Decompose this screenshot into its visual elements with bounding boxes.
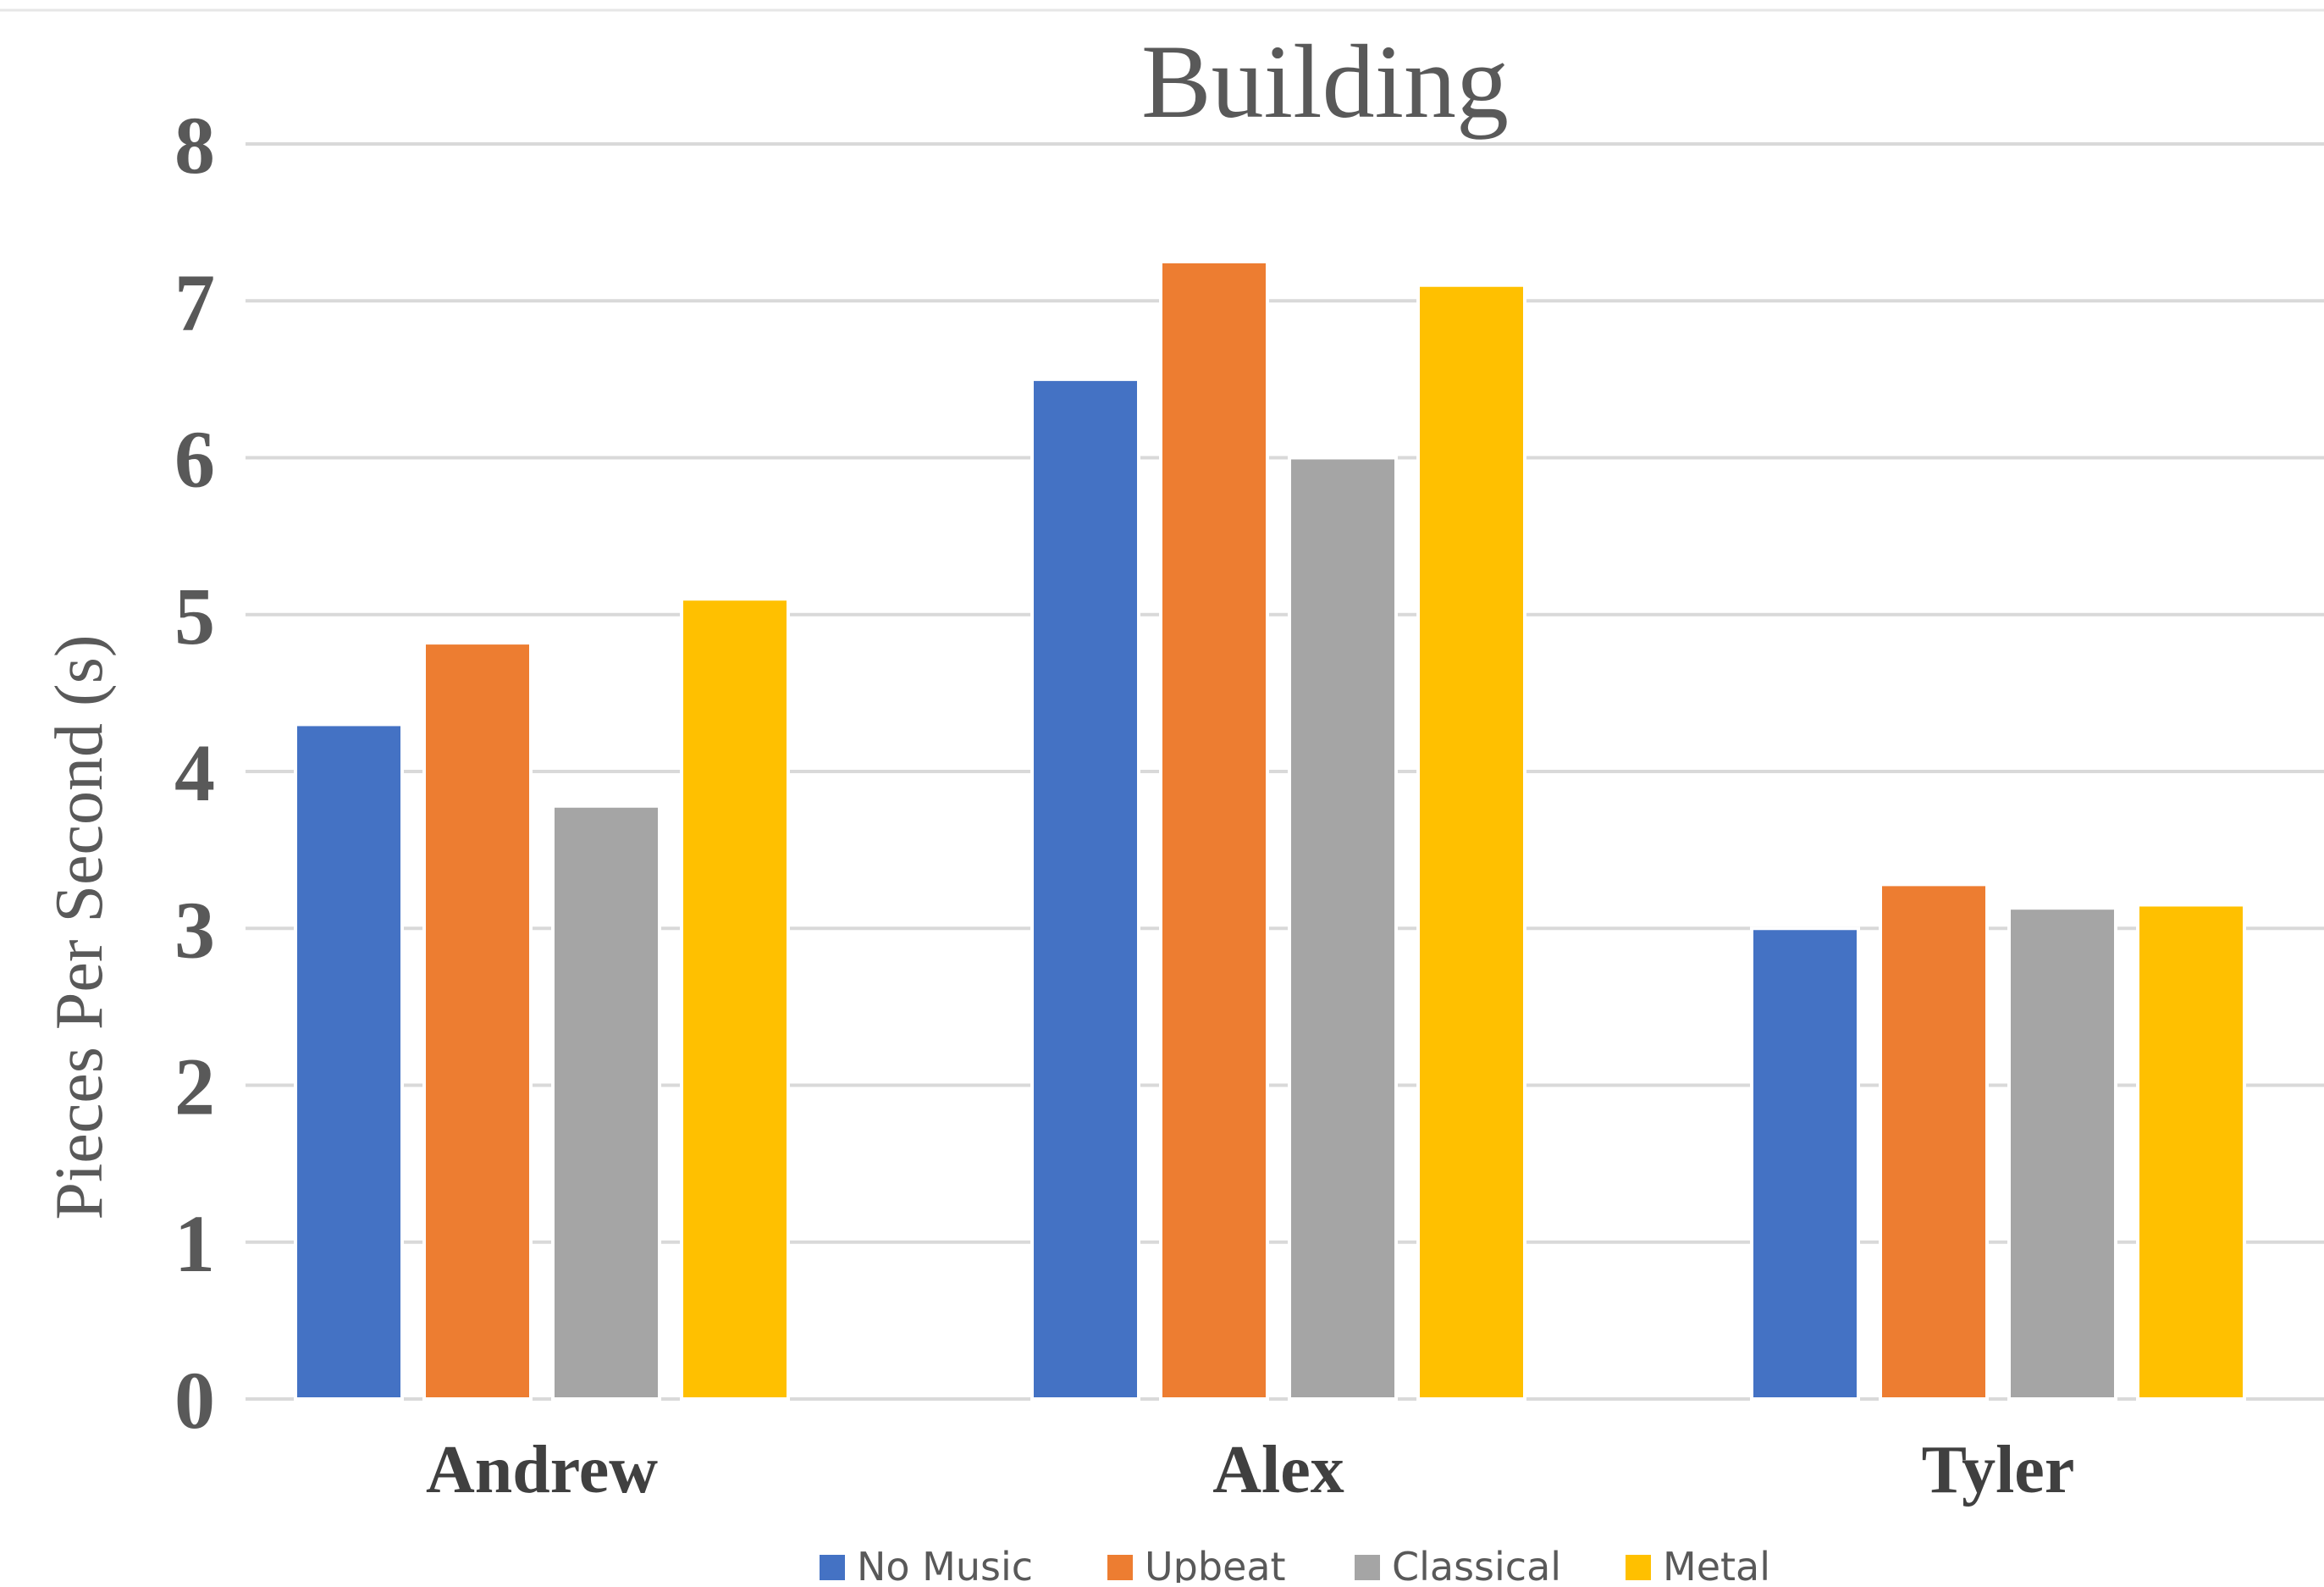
x-category-label-tyler: Tyler bbox=[1922, 1433, 2075, 1507]
chart-title: Building bbox=[1141, 24, 1509, 140]
y-tick-label-2: 2 bbox=[174, 1042, 215, 1132]
y-tick-label-5: 5 bbox=[174, 571, 215, 661]
bar-tyler-upbeat bbox=[1879, 882, 1989, 1401]
y-tick-label-8: 8 bbox=[174, 100, 215, 191]
legend-swatch-classical bbox=[1355, 1555, 1380, 1580]
y-tick-label-7: 7 bbox=[174, 257, 215, 347]
bar-alex-classical bbox=[1288, 456, 1398, 1401]
bar-tyler-classical bbox=[2007, 906, 2117, 1401]
bar-tyler-no-music bbox=[1750, 926, 1860, 1401]
y-tick-label-6: 6 bbox=[174, 414, 215, 505]
y-tick-label-3: 3 bbox=[174, 884, 215, 975]
bar-andrew-no-music bbox=[294, 722, 404, 1401]
y-axis-label: Pieces Per Second (s) bbox=[42, 635, 117, 1220]
bar-andrew-upbeat bbox=[422, 641, 533, 1401]
y-axis-ticks: 0 1 2 3 4 5 6 7 8 bbox=[174, 100, 215, 1446]
x-category-label-alex: Alex bbox=[1212, 1433, 1344, 1507]
bar-alex-metal bbox=[1416, 283, 1526, 1402]
y-tick-label-0: 0 bbox=[174, 1355, 215, 1446]
legend-label-upbeat: Upbeat bbox=[1145, 1544, 1286, 1583]
legend-swatch-metal bbox=[1626, 1555, 1651, 1580]
legend-label-classical: Classical bbox=[1392, 1544, 1561, 1583]
legend-swatch-upbeat bbox=[1107, 1555, 1133, 1580]
x-axis-categories: Andrew Alex Tyler bbox=[426, 1433, 2074, 1507]
legend: No Music Upbeat Classical Metal bbox=[820, 1544, 1770, 1587]
bar-andrew-metal bbox=[680, 597, 790, 1401]
y-tick-label-4: 4 bbox=[174, 727, 215, 818]
bar-andrew-classical bbox=[551, 804, 661, 1401]
legend-swatch-no-music bbox=[820, 1555, 845, 1580]
x-category-label-andrew: Andrew bbox=[426, 1433, 658, 1507]
y-tick-label-1: 1 bbox=[174, 1198, 215, 1289]
bar-alex-no-music bbox=[1030, 377, 1140, 1401]
bars bbox=[294, 259, 2246, 1402]
bar-tyler-metal bbox=[2136, 903, 2246, 1401]
bar-alex-upbeat bbox=[1159, 259, 1269, 1401]
legend-label-no-music: No Music bbox=[857, 1544, 1033, 1583]
legend-label-metal: Metal bbox=[1663, 1544, 1770, 1583]
